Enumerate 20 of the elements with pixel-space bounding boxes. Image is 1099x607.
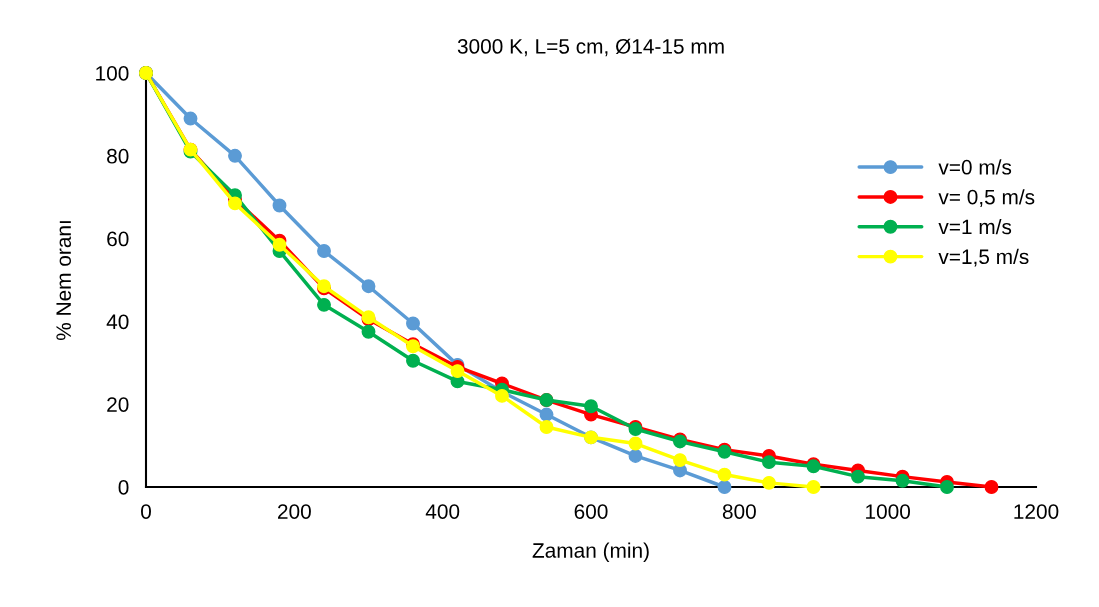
y-axis-title: % Nem oranı xyxy=(56,221,72,341)
x-axis-title: Zaman (min) xyxy=(532,542,649,562)
y-tick-label: 80 xyxy=(107,148,129,164)
y-tick-label: 40 xyxy=(106,314,129,330)
legend-label: v=1 m/s xyxy=(938,218,1012,235)
y-tick-label: 0 xyxy=(118,480,129,495)
x-tick-label: 200 xyxy=(278,504,311,519)
chart-title: 3000 K, L=5 cm, Ø14-15 mm xyxy=(457,38,724,57)
legend-label: v= 0,5 m/s xyxy=(938,189,1035,207)
x-tick-label: 400 xyxy=(425,504,460,519)
y-tick-label: 100 xyxy=(96,66,129,81)
legend-label: v=0 m/s xyxy=(938,159,1012,175)
y-tick-label: 60 xyxy=(107,231,129,247)
x-tick-label: 1200 xyxy=(1014,504,1059,519)
x-tick-label: 600 xyxy=(574,504,608,519)
legend-label: v=1,5 m/s xyxy=(938,248,1029,267)
y-tick-label: 20 xyxy=(107,397,129,412)
x-tick-label: 0 xyxy=(141,504,151,519)
x-tick-label: 800 xyxy=(722,504,756,519)
x-tick-label: 1000 xyxy=(866,504,911,519)
